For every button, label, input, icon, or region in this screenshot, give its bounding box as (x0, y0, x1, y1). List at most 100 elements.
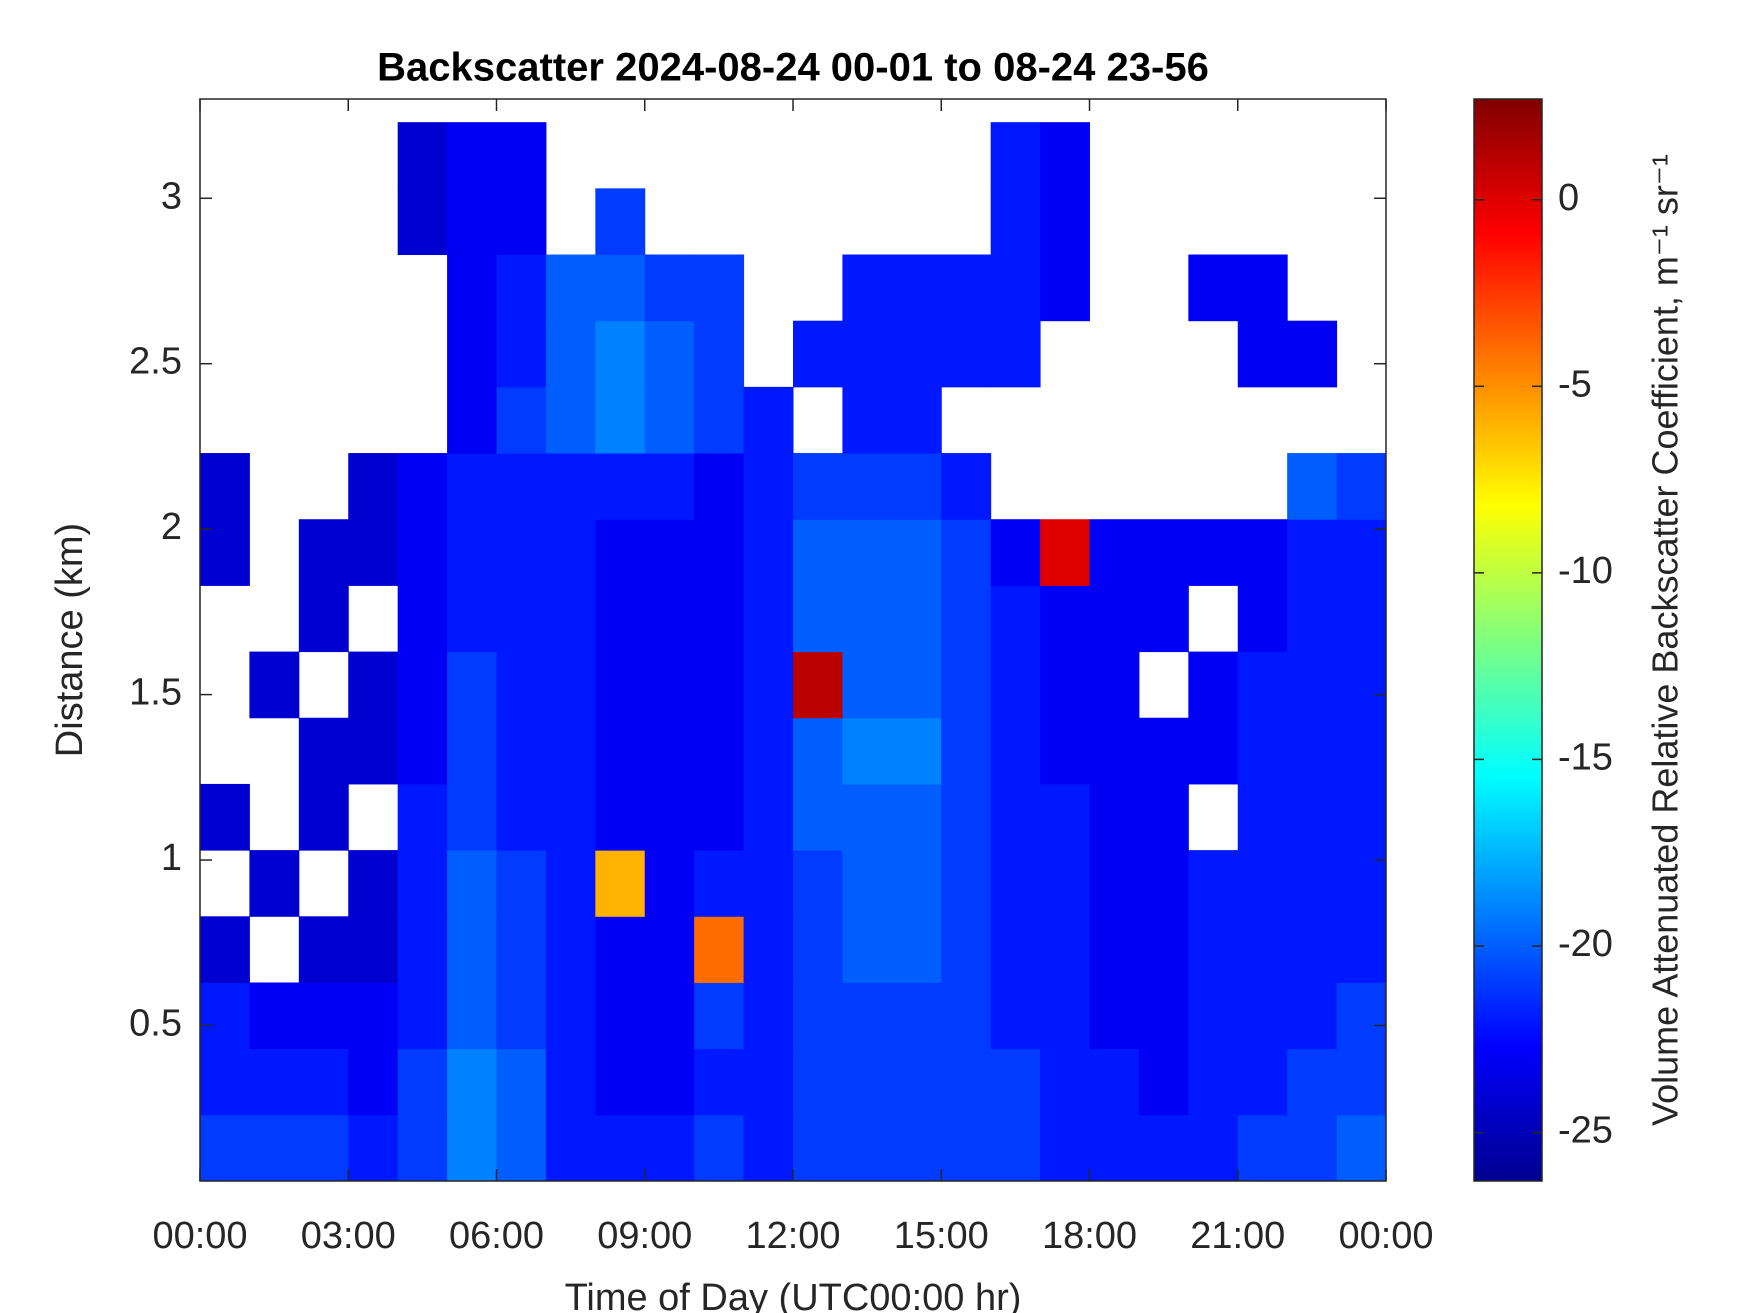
heatmap-cell (200, 1048, 250, 1116)
heatmap-cell (694, 1048, 745, 1116)
heatmap-cell (298, 585, 349, 653)
heatmap-cell (941, 320, 992, 388)
heatmap-cell (447, 1114, 497, 1182)
heatmap-cell (1188, 651, 1239, 719)
y-tick-label: 3 (161, 175, 182, 217)
heatmap-cell (743, 519, 794, 586)
heatmap-cell (1237, 519, 1288, 586)
heatmap-cell (743, 453, 794, 520)
heatmap-cell (941, 519, 992, 586)
heatmap-cell (694, 254, 745, 322)
heatmap-cell (496, 982, 547, 1050)
heatmap-cell (545, 1048, 596, 1116)
heatmap-cell (496, 1114, 547, 1182)
heatmap-cell (941, 651, 992, 719)
heatmap-cell (200, 519, 250, 586)
heatmap-cell (249, 1114, 300, 1182)
heatmap-cell (298, 1114, 349, 1182)
heatmap-cell (545, 651, 596, 719)
heatmap-cell (793, 585, 843, 653)
heatmap-cell (298, 519, 349, 586)
y-tick-label: 2 (161, 506, 182, 548)
heatmap-cell (644, 850, 695, 917)
heatmap-cell (1237, 585, 1288, 653)
heatmap-cell (1188, 519, 1239, 586)
x-tick-label: 09:00 (597, 1215, 692, 1257)
heatmap-cell (348, 717, 399, 785)
heatmap-cell (1040, 651, 1090, 719)
heatmap-cell (595, 916, 646, 983)
heatmap-cell (447, 585, 497, 653)
heatmap-cell (1237, 850, 1288, 917)
heatmap-cell (793, 1048, 843, 1116)
heatmap-cell (1188, 254, 1239, 322)
heatmap-cell (842, 585, 893, 653)
heatmap-cell (644, 386, 695, 454)
heatmap-cell (447, 850, 497, 917)
heatmap-cell (595, 519, 646, 586)
heatmap-cell (397, 651, 448, 719)
heatmap-cell (298, 783, 349, 851)
heatmap-cell (1287, 982, 1338, 1050)
heatmap-cell (1237, 982, 1288, 1050)
heatmap-cell (1138, 519, 1189, 586)
heatmap-cell (595, 850, 646, 917)
heatmap-cell (249, 1048, 300, 1116)
heatmap-cell (1237, 651, 1288, 719)
heatmap-cell (891, 1048, 942, 1116)
heatmap-cell (1040, 717, 1090, 785)
heatmap-cell (1336, 916, 1387, 983)
heatmap-cell (1336, 519, 1387, 586)
heatmap-cell (1188, 717, 1239, 785)
heatmap-cell (447, 188, 497, 256)
heatmap-cell (298, 717, 349, 785)
heatmap-cell (1138, 916, 1189, 983)
heatmap-cell (595, 783, 646, 851)
heatmap-cell (1089, 1114, 1140, 1182)
heatmap-cell (1138, 1048, 1189, 1116)
heatmap-cell (348, 519, 399, 586)
heatmap-cell (694, 453, 745, 520)
heatmap-cell (990, 122, 1041, 189)
heatmap-cells (200, 122, 1387, 1182)
heatmap-cell (644, 717, 695, 785)
heatmap-cell (1287, 717, 1338, 785)
heatmap-cell (891, 717, 942, 785)
chart-title: Backscatter 2024-08-24 00-01 to 08-24 23… (377, 46, 1209, 90)
heatmap-cell (545, 453, 596, 520)
heatmap-cell (348, 982, 399, 1050)
heatmap-cell (545, 850, 596, 917)
heatmap-cell (694, 850, 745, 917)
heatmap-cell (1089, 916, 1140, 983)
heatmap-cell (941, 1114, 992, 1182)
heatmap-cell (644, 453, 695, 520)
heatmap-cell (595, 254, 646, 322)
heatmap-cell (595, 1114, 646, 1182)
heatmap-cell (397, 188, 448, 256)
heatmap-cell (1287, 585, 1338, 653)
heatmap-cell (1287, 453, 1338, 520)
heatmap-cell (1089, 585, 1140, 653)
heatmap-cell (397, 850, 448, 917)
heatmap-cell (1188, 1048, 1239, 1116)
colorbar-tick-label: -10 (1558, 550, 1613, 592)
heatmap-cell (595, 717, 646, 785)
heatmap-cell (447, 783, 497, 851)
heatmap-cell (990, 519, 1041, 586)
heatmap-cell (496, 453, 547, 520)
heatmap-cell (397, 783, 448, 851)
heatmap-cell (1287, 1048, 1338, 1116)
heatmap-cell (694, 519, 745, 586)
heatmap-cell (595, 320, 646, 388)
heatmap-cell (1089, 1048, 1140, 1116)
heatmap-cell (1287, 1114, 1338, 1182)
heatmap-cell (990, 717, 1041, 785)
heatmap-cell (595, 386, 646, 454)
heatmap-cell (348, 1048, 399, 1116)
heatmap-cell (793, 453, 843, 520)
heatmap-cell (891, 1114, 942, 1182)
heatmap-cell (1336, 717, 1387, 785)
colorbar-label: Volume Attenuated Relative Backscatter C… (1645, 154, 1686, 1126)
heatmap-cell (990, 254, 1041, 322)
heatmap-cell (249, 850, 300, 917)
